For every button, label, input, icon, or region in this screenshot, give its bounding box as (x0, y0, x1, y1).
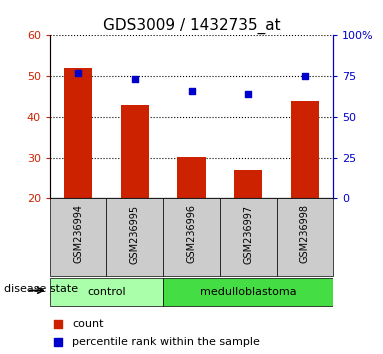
Bar (234, 170, 262, 198)
FancyBboxPatch shape (50, 278, 163, 306)
Point (55, 321, 61, 327)
Text: disease state: disease state (4, 284, 78, 294)
Point (302, 73, 308, 79)
Point (75, 70, 81, 76)
Text: GSM236996: GSM236996 (187, 205, 196, 263)
Text: GSM236995: GSM236995 (130, 205, 140, 264)
FancyBboxPatch shape (50, 198, 106, 276)
Bar (291, 101, 319, 198)
Text: GSM236997: GSM236997 (243, 205, 253, 264)
Point (188, 88, 195, 93)
FancyBboxPatch shape (106, 198, 163, 276)
Text: GSM236994: GSM236994 (73, 205, 83, 263)
Text: percentile rank within the sample: percentile rank within the sample (72, 337, 260, 348)
Bar (121, 105, 149, 198)
Point (245, 91, 251, 97)
Point (55, 340, 61, 346)
Text: count: count (72, 319, 104, 329)
Bar (64, 68, 92, 198)
FancyBboxPatch shape (163, 278, 333, 306)
Text: GSM236998: GSM236998 (300, 205, 310, 263)
FancyBboxPatch shape (220, 198, 277, 276)
FancyBboxPatch shape (277, 198, 333, 276)
Title: GDS3009 / 1432735_at: GDS3009 / 1432735_at (103, 18, 280, 34)
Bar (177, 157, 206, 198)
FancyBboxPatch shape (163, 198, 220, 276)
Text: medulloblastoma: medulloblastoma (200, 287, 296, 297)
Text: control: control (87, 287, 126, 297)
Point (132, 76, 138, 82)
